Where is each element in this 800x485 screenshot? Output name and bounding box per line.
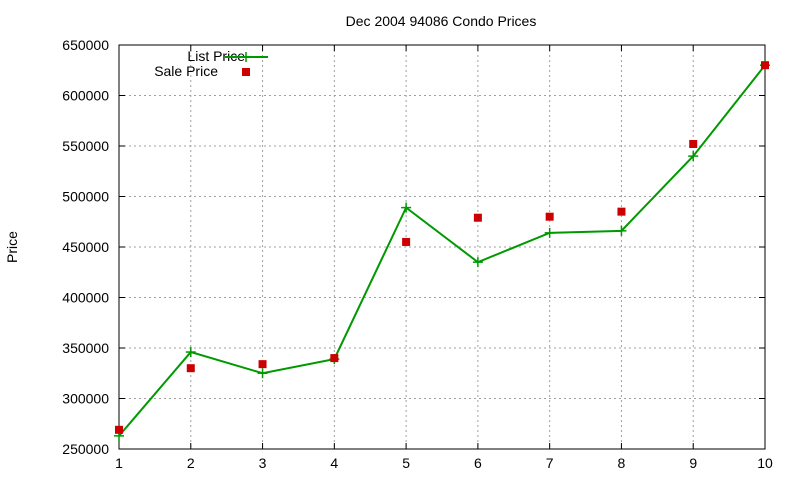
x-tick-label: 4: [330, 455, 338, 471]
x-tick-label: 6: [474, 455, 482, 471]
y-tick-label: 650000: [62, 37, 109, 53]
y-tick-label: 550000: [62, 138, 109, 154]
sale-price-point: [617, 207, 626, 216]
tick-labels: 1 2 3 4 5 6 7 8 9 10 250000 300000 350000 400000 45000…: [62, 37, 773, 471]
x-tick-label: 9: [689, 455, 697, 471]
sale-price-point: [186, 364, 195, 373]
axes: [118, 44, 766, 450]
list-price-point: [257, 368, 268, 379]
x-tick-label: 3: [259, 455, 267, 471]
sale-price-point: [689, 139, 698, 148]
list-price-point: [401, 202, 412, 213]
data-series: [114, 60, 770, 441]
y-tick-label: 450000: [62, 239, 109, 255]
x-tick-label: 2: [187, 455, 195, 471]
y-tick-label: 250000: [62, 441, 109, 457]
x-tick-label: 1: [115, 455, 123, 471]
x-tick-label: 10: [757, 455, 773, 471]
sale-price-point: [330, 354, 339, 363]
legend-label-sale-price: Sale Price: [154, 63, 218, 79]
y-tick-label: 400000: [62, 290, 109, 306]
sale-price-point: [545, 212, 554, 221]
y-axis-label: Price: [4, 231, 20, 263]
list-price-point: [185, 347, 196, 358]
x-tick-label: 8: [618, 455, 626, 471]
x-tick-label: 5: [402, 455, 410, 471]
y-tick-label: 500000: [62, 189, 109, 205]
y-tick-label: 300000: [62, 391, 109, 407]
y-tick-label: 350000: [62, 340, 109, 356]
list-price-point: [544, 227, 555, 238]
legend-label-list-price: List Price: [187, 48, 245, 64]
legend-marker-sale-price: [242, 68, 250, 76]
sale-price-point: [473, 213, 482, 222]
list-price-point: [472, 257, 483, 268]
y-tick-label: 600000: [62, 88, 109, 104]
sale-price-point: [761, 61, 769, 70]
list-price-point: [688, 151, 699, 162]
sale-price-point: [115, 425, 123, 434]
sale-price-point: [402, 237, 411, 246]
legend-marker-list-price: [241, 52, 251, 62]
list-price-line: [118, 64, 766, 437]
grid-lines: [119, 45, 765, 449]
list-price-point: [616, 225, 627, 236]
x-tick-label: 7: [546, 455, 554, 471]
sale-price-point: [258, 360, 267, 369]
chart-title: Dec 2004 94086 Condo Prices: [346, 13, 537, 29]
